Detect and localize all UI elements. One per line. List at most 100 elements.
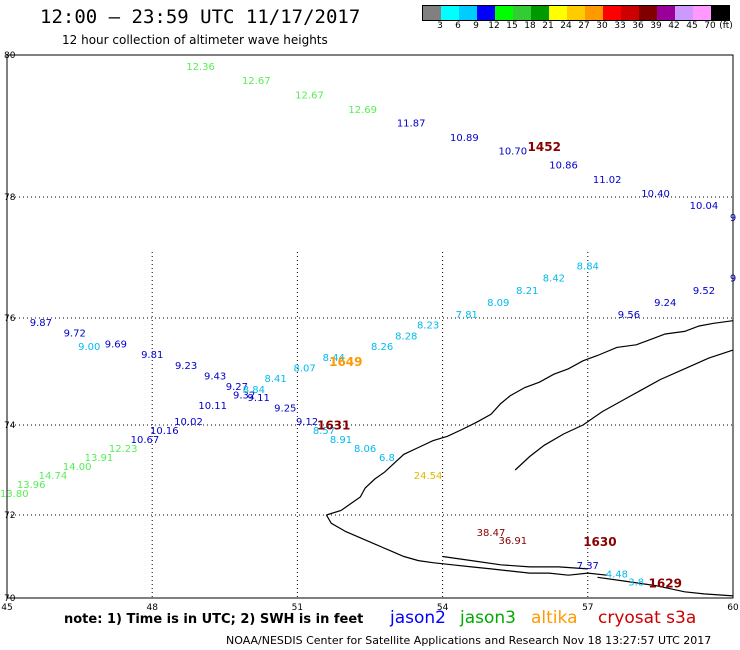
swh-label: 8.84 [243, 385, 265, 396]
swh-label: 9.52 [693, 286, 715, 297]
color-legend [422, 5, 730, 21]
map-frame [6, 54, 734, 599]
legend-swatch [549, 6, 567, 20]
swh-label: 11.02 [593, 175, 622, 186]
swh-label: 10.89 [450, 133, 479, 144]
lat-tick-label: 78 [4, 193, 16, 203]
swh-label: 14.00 [63, 462, 92, 473]
swh-label: 13.91 [85, 453, 114, 464]
coastline [442, 555, 588, 570]
swh-label: 8.23 [417, 321, 439, 332]
legend-label: 39 [650, 21, 662, 31]
legend-label: 33 [614, 21, 626, 31]
swh-label: 11.87 [397, 119, 426, 130]
swh-label: 8.91 [330, 435, 352, 446]
legend-label: 45 [686, 21, 698, 31]
swh-label: 9.11 [248, 393, 270, 404]
legend-swatch [459, 6, 477, 20]
legend-label: 18 [524, 21, 536, 31]
footer-note: note: 1) Time is in UTC; 2) SWH is in fe… [64, 612, 364, 627]
swh-label: 9.12 [296, 417, 318, 428]
swh-label: 8.07 [294, 364, 316, 375]
swh-label: 14.74 [39, 471, 68, 482]
swh-label: 8.26 [371, 342, 393, 353]
swh-label: 9.23 [175, 361, 197, 372]
swh-label: 8.57 [313, 426, 335, 437]
legend-swatch [513, 6, 531, 20]
satellite-label: jason3 [460, 608, 516, 628]
pass-time-label: 1630 [583, 535, 616, 549]
swh-label: 9.24 [654, 298, 676, 309]
swh-label: 12.67 [295, 90, 324, 101]
swh-label: 9.27 [226, 382, 248, 393]
coastline [326, 320, 734, 516]
coastline [597, 576, 734, 597]
legend-swatch [441, 6, 459, 20]
lon-tick-label: 48 [146, 603, 158, 613]
legend-swatch [423, 6, 441, 20]
lon-tick-label: 45 [1, 603, 12, 613]
swh-label: 6.8 [379, 453, 395, 464]
swh-label: 13.80 [0, 489, 29, 500]
swh-label: 9.81 [141, 350, 163, 361]
swh-label: 10.02 [174, 417, 203, 428]
legend-label: 36 [632, 21, 644, 31]
swh-label: 12.36 [186, 62, 215, 73]
swh-label: 9.87 [30, 318, 52, 329]
pass-time-label: 1649 [329, 355, 362, 369]
pass-time-label: 1452 [528, 140, 561, 154]
satellite-label: cryosat s3a [598, 608, 697, 628]
swh-label: 10.16 [150, 426, 179, 437]
swh-label: 4.48 [606, 569, 628, 580]
legend-swatch [639, 6, 657, 20]
swh-label: 9.25 [274, 404, 296, 415]
legend-label: 6 [455, 21, 461, 31]
swh-label: 9.69 [105, 339, 127, 350]
swh-label: 12.67 [242, 76, 271, 87]
coastline [514, 349, 734, 471]
credit-line: NOAA/NESDIS Center for Satellite Applica… [226, 634, 712, 647]
legend-label: 9 [473, 21, 479, 31]
swh-label: 7.37 [577, 561, 599, 572]
swh-label: 8.84 [577, 262, 599, 273]
satellite-label: altika [531, 608, 578, 628]
swh-label: 13.96 [17, 480, 46, 491]
legend-swatch [657, 6, 675, 20]
lat-tick-label: 76 [4, 314, 16, 324]
lat-tick-label: 72 [4, 511, 15, 521]
swh-label: 7.81 [456, 310, 478, 321]
legend-swatch [711, 6, 729, 20]
legend-label: 12 [488, 21, 500, 31]
lat-tick-label: 74 [4, 421, 16, 431]
legend-label: 15 [506, 21, 518, 31]
legend-swatch [477, 6, 495, 20]
swh-label: 8.09 [487, 298, 509, 309]
legend-label: 21 [542, 21, 554, 31]
lon-tick-label: 57 [582, 603, 593, 613]
lat-tick-label: 80 [4, 51, 16, 61]
legend-swatch [531, 6, 549, 20]
pass-time-label: 1631 [317, 419, 350, 433]
legend-swatch [693, 6, 711, 20]
swh-label: 12.69 [348, 105, 377, 116]
swh-label: 24.54 [414, 471, 443, 482]
legend-label: 24 [560, 21, 572, 31]
swh-label: 8.42 [543, 274, 565, 285]
swh-label: 10.04 [690, 201, 719, 212]
swh-label: 8.21 [516, 286, 538, 297]
swh-label: 36.91 [498, 536, 527, 547]
swh-label: 3.8 [628, 578, 644, 589]
swh-label: 38.47 [477, 528, 506, 539]
legend-swatch [603, 6, 621, 20]
swh-label: 10.40 [641, 189, 670, 200]
swh-label: 9.32 [233, 390, 255, 401]
page-subtitle: 12 hour collection of altimeter wave hei… [62, 33, 328, 47]
pass-time-label: 1629 [649, 577, 682, 591]
legend-swatch [585, 6, 603, 20]
lat-tick-label: 70 [4, 594, 16, 604]
legend-swatch [567, 6, 585, 20]
legend-swatch [495, 6, 513, 20]
swh-label: 9.72 [64, 329, 86, 340]
